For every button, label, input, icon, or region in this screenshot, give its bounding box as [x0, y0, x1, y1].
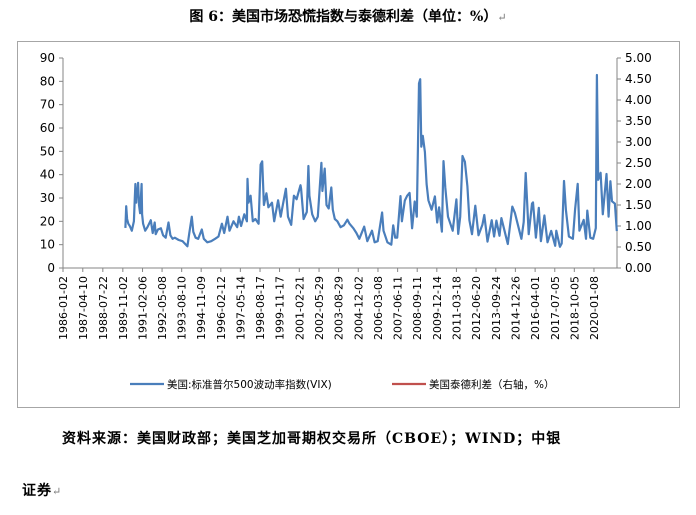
x-tick-label: 1987-04-10 [77, 276, 90, 340]
plot-area [124, 73, 618, 248]
x-tick-label: 2018-10-05 [568, 276, 581, 340]
x-tick-label: 1999-11-17 [274, 276, 287, 340]
x-tick-label: 1993-08-10 [176, 276, 189, 340]
x-axis: 1986-01-02 1987-04-10 1988-07-22 1989-11-02… [57, 267, 617, 340]
left-tick-label: 90 [40, 51, 55, 65]
left-tick-label: 60 [40, 121, 55, 135]
left-tick-label: 10 [40, 238, 55, 252]
x-tick-label: 1991-02-06 [137, 276, 150, 340]
left-tick-label: 70 [40, 98, 55, 112]
right-tick-label: 5.00 [625, 51, 652, 65]
x-tick-label: 1992-05-08 [156, 276, 169, 340]
legend-label-1: 美国:标准普尔500波动率指数(VIX) [167, 378, 332, 391]
x-tick-label: 2004-12-02 [352, 276, 365, 340]
x-tick-label: 2020-01-08 [588, 276, 601, 340]
source-note-continued: 证券↵ [22, 483, 63, 499]
right-tick-label: 0.50 [625, 240, 652, 254]
series-line-1 [124, 73, 618, 248]
x-tick-label: 1988-07-22 [97, 276, 110, 340]
x-tick-label: 1994-11-09 [195, 276, 208, 340]
x-tick-label: 2002-05-29 [313, 276, 326, 340]
x-tick-label: 2001-02-21 [293, 276, 306, 340]
x-tick-label: 2013-09-24 [490, 276, 503, 340]
left-tick-label: 0 [47, 261, 55, 275]
x-tick-label: 2008-09-11 [411, 276, 424, 340]
source-note: 资料来源：美国财政部；美国芝加哥期权交易所（CBOE）；WIND；中银 [62, 431, 562, 447]
x-tick-label: 2011-03-18 [450, 276, 463, 340]
right-tick-label: 4.00 [625, 93, 652, 107]
x-tick-label: 1989-11-02 [117, 276, 130, 340]
x-tick-label: 1996-02-12 [215, 276, 228, 340]
left-y-axis: 0 10 20 30 40 50 60 70 80 90 [40, 51, 64, 275]
right-tick-label: 1.50 [625, 198, 652, 212]
right-y-axis: 0.00 0.50 1.00 1.50 2.00 2.50 3.00 3.50 4.00 4.50… [616, 51, 652, 275]
x-tick-label: 2009-12-14 [431, 276, 444, 340]
right-tick-label: 2.00 [625, 177, 652, 191]
right-tick-label: 1.00 [625, 219, 652, 233]
x-tick-label: 2014-12-26 [509, 276, 522, 340]
right-tick-label: 2.50 [625, 156, 652, 170]
x-tick-label: 1986-01-02 [57, 276, 70, 340]
left-tick-label: 40 [40, 168, 55, 182]
x-tick-label: 1998-08-17 [254, 276, 267, 340]
right-tick-label: 0.00 [625, 261, 652, 275]
left-tick-label: 50 [40, 144, 55, 158]
left-tick-label: 20 [40, 214, 55, 228]
x-tick-label: 2016-04-01 [529, 276, 542, 340]
left-tick-label: 30 [40, 191, 55, 205]
x-tick-label: 2003-08-29 [333, 276, 346, 340]
right-tick-label: 3.00 [625, 135, 652, 149]
left-tick-label: 80 [40, 74, 55, 88]
x-tick-label: 2007-06-11 [392, 276, 405, 340]
right-tick-label: 3.50 [625, 114, 652, 128]
x-tick-label: 1997-05-14 [234, 276, 247, 340]
x-tick-label: 2012-06-20 [470, 276, 483, 340]
chart-title: 图 6：美国市场恐慌指数与泰德利差（单位：%）↵ [189, 9, 507, 25]
x-tick-label: 2017-07-05 [549, 276, 562, 340]
chart-frame [17, 41, 680, 408]
legend: 美国:标准普尔500波动率指数(VIX) 美国泰德利差（右轴，%） [130, 378, 554, 391]
legend-label-2: 美国泰德利差（右轴，%） [429, 378, 554, 391]
x-tick-label: 2006-03-08 [372, 276, 385, 340]
right-tick-label: 4.50 [625, 72, 652, 86]
